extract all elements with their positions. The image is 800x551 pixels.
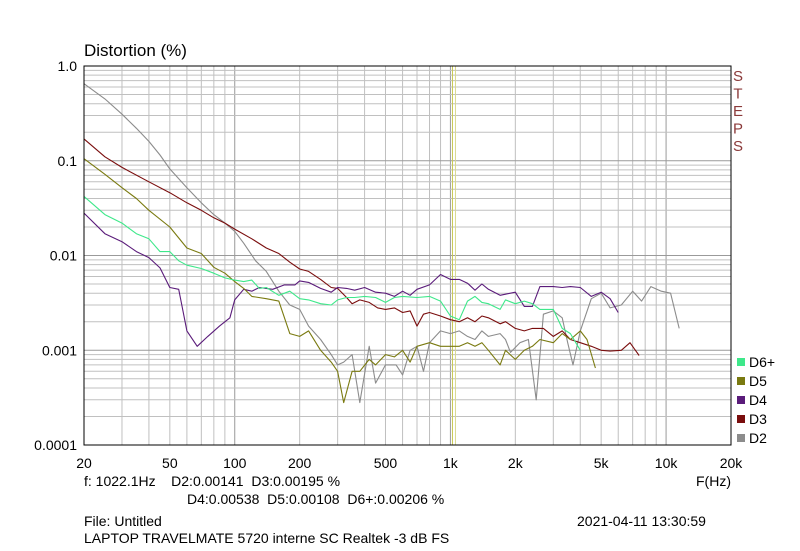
x-tick-label: 500 [374,455,398,471]
x-tick-label: 2k [508,455,524,471]
steps-letter: T [733,86,742,103]
x-axis-label: F(Hz) [696,473,731,489]
cursor-readout-line2: D4:0.00538 D5:0.00108 D6+:0.00206 % [187,491,445,507]
legend-swatch [737,415,745,423]
x-tick-label: 10k [655,455,679,471]
x-tick-label: 50 [162,455,178,471]
y-tick-label: 0.001 [42,342,77,358]
timestamp: 2021-04-11 13:30:59 [577,513,706,529]
x-tick-label: 20k [720,455,744,471]
steps-letter: P [733,121,743,138]
chart-title: Distortion (%) [84,41,187,60]
plot-frame [83,65,732,446]
y-tick-label: 1.0 [58,58,78,74]
legend-swatch [737,358,745,366]
legend: D6+ D5 D4 D3 D2 [737,354,775,446]
legend-swatch [737,396,745,404]
cursor-readout-line1: f: 1022.1Hz D2:0.00141 D3:0.00195 % [84,473,341,489]
legend-label: D5 [749,373,767,389]
x-tick-label: 100 [223,455,247,471]
chart-grid [83,66,732,445]
series-line-d3 [83,138,640,356]
x-tick-label: 20 [76,455,92,471]
y-tick-label: 0.0001 [34,437,77,453]
x-tick-label: 5k [594,455,610,471]
y-tick-label: 0.01 [50,248,77,264]
legend-label: D2 [749,430,767,446]
legend-swatch [737,377,745,385]
file-name: File: Untitled [84,513,162,529]
series-line-d6plus [83,195,581,351]
series-line-d4 [83,212,619,347]
steps-letter: S [733,68,743,85]
device-description: LAPTOP TRAVELMATE 5720 interne SC Realte… [84,530,450,546]
series-line-d5 [83,158,596,404]
x-tick-label: 200 [288,455,312,471]
y-tick-labels: 1.0 0.1 0.01 0.001 0.0001 [34,58,77,453]
legend-swatch [737,434,745,442]
chart-series [83,83,680,404]
legend-label: D3 [749,411,767,427]
legend-label: D4 [749,392,767,408]
legend-label: D6+ [749,354,775,370]
y-tick-label: 0.1 [58,153,78,169]
steps-letter: S [733,138,743,155]
steps-letter: E [733,103,743,120]
x-tick-label: 1k [443,455,459,471]
x-tick-labels: 20 50 100 200 500 1k 2k 5k 10k 20k [76,455,743,471]
